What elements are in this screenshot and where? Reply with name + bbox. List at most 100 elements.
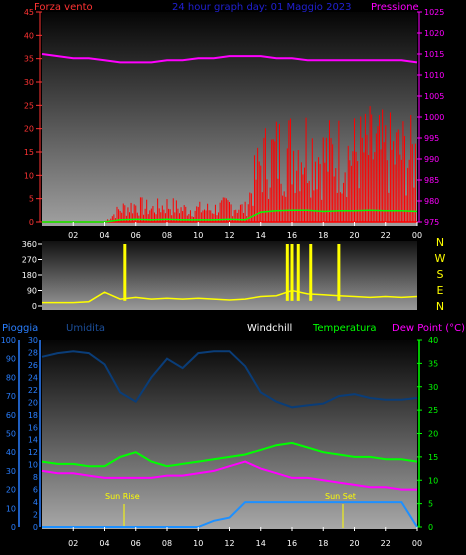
direction-spike <box>337 244 341 301</box>
pressure-axis-title: Pressione <box>371 2 419 13</box>
humidity-tick-label: 4 <box>33 498 38 507</box>
compass-letter: N <box>436 236 444 249</box>
top-x-label: 10 <box>193 231 203 240</box>
compass-letter: S <box>437 268 444 281</box>
direction-tick-label: 360 <box>22 240 37 249</box>
direction-tick-label: 180 <box>22 271 37 280</box>
temp-tick-label: 35 <box>428 359 438 368</box>
direction-line <box>42 289 418 304</box>
direction-spike <box>309 244 313 301</box>
top-x-label: 02 <box>68 231 78 240</box>
humidity-tick-label: 12 <box>28 448 38 457</box>
rain-tick-label: 60 <box>6 411 16 420</box>
pressure-tick-label: 975 <box>424 218 439 227</box>
dewpoint-line <box>41 460 417 491</box>
bottom-x-label: 00 <box>412 539 422 548</box>
compass-letter: E <box>437 284 444 297</box>
humidity-tick-label: 30 <box>28 336 38 345</box>
rain-axis-ticks: 0 10 20 30 40 50 60 70 80 90 100 <box>1 336 20 532</box>
compass-letter: W <box>435 252 446 265</box>
top-x-label: 22 <box>381 231 391 240</box>
temp-tick-label: 15 <box>428 453 438 462</box>
pressure-tick-label: 1000 <box>424 113 444 122</box>
bottom-x-label: 16 <box>287 539 297 548</box>
temp-tick-label: 30 <box>428 383 438 392</box>
humidity-tick-label: 22 <box>28 386 38 395</box>
wind-tick-label: 25 <box>24 101 34 110</box>
direction-spike <box>123 244 127 301</box>
bottom-x-label: 10 <box>193 539 203 548</box>
temp-panel-bg <box>42 340 417 529</box>
top-x-label: 18 <box>318 231 328 240</box>
temp-tick-label: 5 <box>428 500 433 509</box>
humidity-tick-label: 8 <box>33 473 38 482</box>
temp-humidity-panel: Pioggia Umidita Windchill Temperatura De… <box>1 323 465 548</box>
top-x-label: 04 <box>99 231 109 240</box>
pressure-tick-label: 1015 <box>424 50 444 59</box>
wind-tick-label: 30 <box>24 78 34 87</box>
windchill-title: Windchill <box>247 323 292 334</box>
rain-tick-label: 80 <box>6 373 16 382</box>
humidity-tick-label: 28 <box>28 348 38 357</box>
top-x-label: 20 <box>349 231 359 240</box>
humidity-tick-label: 16 <box>28 423 38 432</box>
temperature-line <box>41 441 418 468</box>
humidity-tick-label: 2 <box>33 511 38 520</box>
direction-tick-label: 90 <box>27 287 37 296</box>
rain-tick-label: 100 <box>1 336 16 345</box>
wind-tick-label: 10 <box>24 171 34 180</box>
bottom-x-label: 06 <box>131 539 141 548</box>
bottom-x-label: 18 <box>318 539 328 548</box>
bottom-x-label: 20 <box>349 539 359 548</box>
humidity-axis-title: Umidita <box>66 323 105 334</box>
temp-tick-label: 0 <box>428 523 433 532</box>
top-x-label: 12 <box>224 231 234 240</box>
humidity-tick-label: 10 <box>28 461 38 470</box>
direction-tick-label: 0 <box>32 302 37 311</box>
rain-tick-label: 50 <box>6 430 16 439</box>
top-x-label: 08 <box>162 231 172 240</box>
wind-tick-label: 0 <box>29 218 34 227</box>
bottom-x-label: 12 <box>224 539 234 548</box>
direction-spike <box>285 244 289 301</box>
bottom-x-label: 22 <box>381 539 391 548</box>
bottom-x-label: 04 <box>99 539 109 548</box>
bottom-x-label: 02 <box>68 539 78 548</box>
wind-tick-label: 20 <box>24 125 34 134</box>
humidity-line <box>41 350 418 409</box>
pressure-tick-label: 1025 <box>424 8 444 17</box>
rain-tick-label: 20 <box>6 486 16 495</box>
rain-tick-label: 70 <box>6 392 16 401</box>
rain-tick-label: 40 <box>6 448 16 457</box>
pressure-axis-ticks: 975 980 985 990 995 1000 1005 1010 1015 1020 1025 <box>417 8 444 227</box>
wind-tick-label: 45 <box>24 8 34 17</box>
chart-title: 24 hour graph day: 01 Maggio 2023 <box>172 2 352 13</box>
temp-tick-label: 20 <box>428 430 438 439</box>
wind-pressure-panel: Forza vento 24 hour graph day: 01 Maggio… <box>24 2 445 240</box>
direction-panel-bg <box>42 241 417 310</box>
pressure-tick-label: 1020 <box>424 29 444 38</box>
temp-tick-label: 10 <box>428 476 438 485</box>
direction-tick-label: 270 <box>22 256 37 265</box>
humidity-tick-label: 0 <box>33 523 38 532</box>
humidity-tick-label: 18 <box>28 411 38 420</box>
wind-tick-label: 5 <box>29 195 34 204</box>
direction-spike <box>296 244 300 301</box>
sunset-label: Sun Set <box>325 492 356 501</box>
top-x-label: 14 <box>256 231 266 240</box>
bottom-x-label: 14 <box>256 539 266 548</box>
wind-tick-label: 35 <box>24 55 34 64</box>
humidity-tick-label: 24 <box>28 373 38 382</box>
rain-tick-label: 30 <box>6 467 16 476</box>
top-x-label: 16 <box>287 231 297 240</box>
direction-axis-ticks: 0 90 180 270 360 <box>22 240 42 311</box>
rain-tick-label: 90 <box>6 355 16 364</box>
pressure-tick-label: 990 <box>424 155 439 164</box>
top-x-label: 00 <box>412 231 422 240</box>
pressure-tick-label: 1005 <box>424 92 444 101</box>
humidity-tick-label: 26 <box>28 361 38 370</box>
wind-axis-ticks: 0 5 10 15 20 25 30 35 40 45 <box>24 8 42 227</box>
top-x-axis: 02 04 06 08 10 12 14 16 18 20 22 00 <box>68 222 422 240</box>
pressure-tick-label: 980 <box>424 197 439 206</box>
